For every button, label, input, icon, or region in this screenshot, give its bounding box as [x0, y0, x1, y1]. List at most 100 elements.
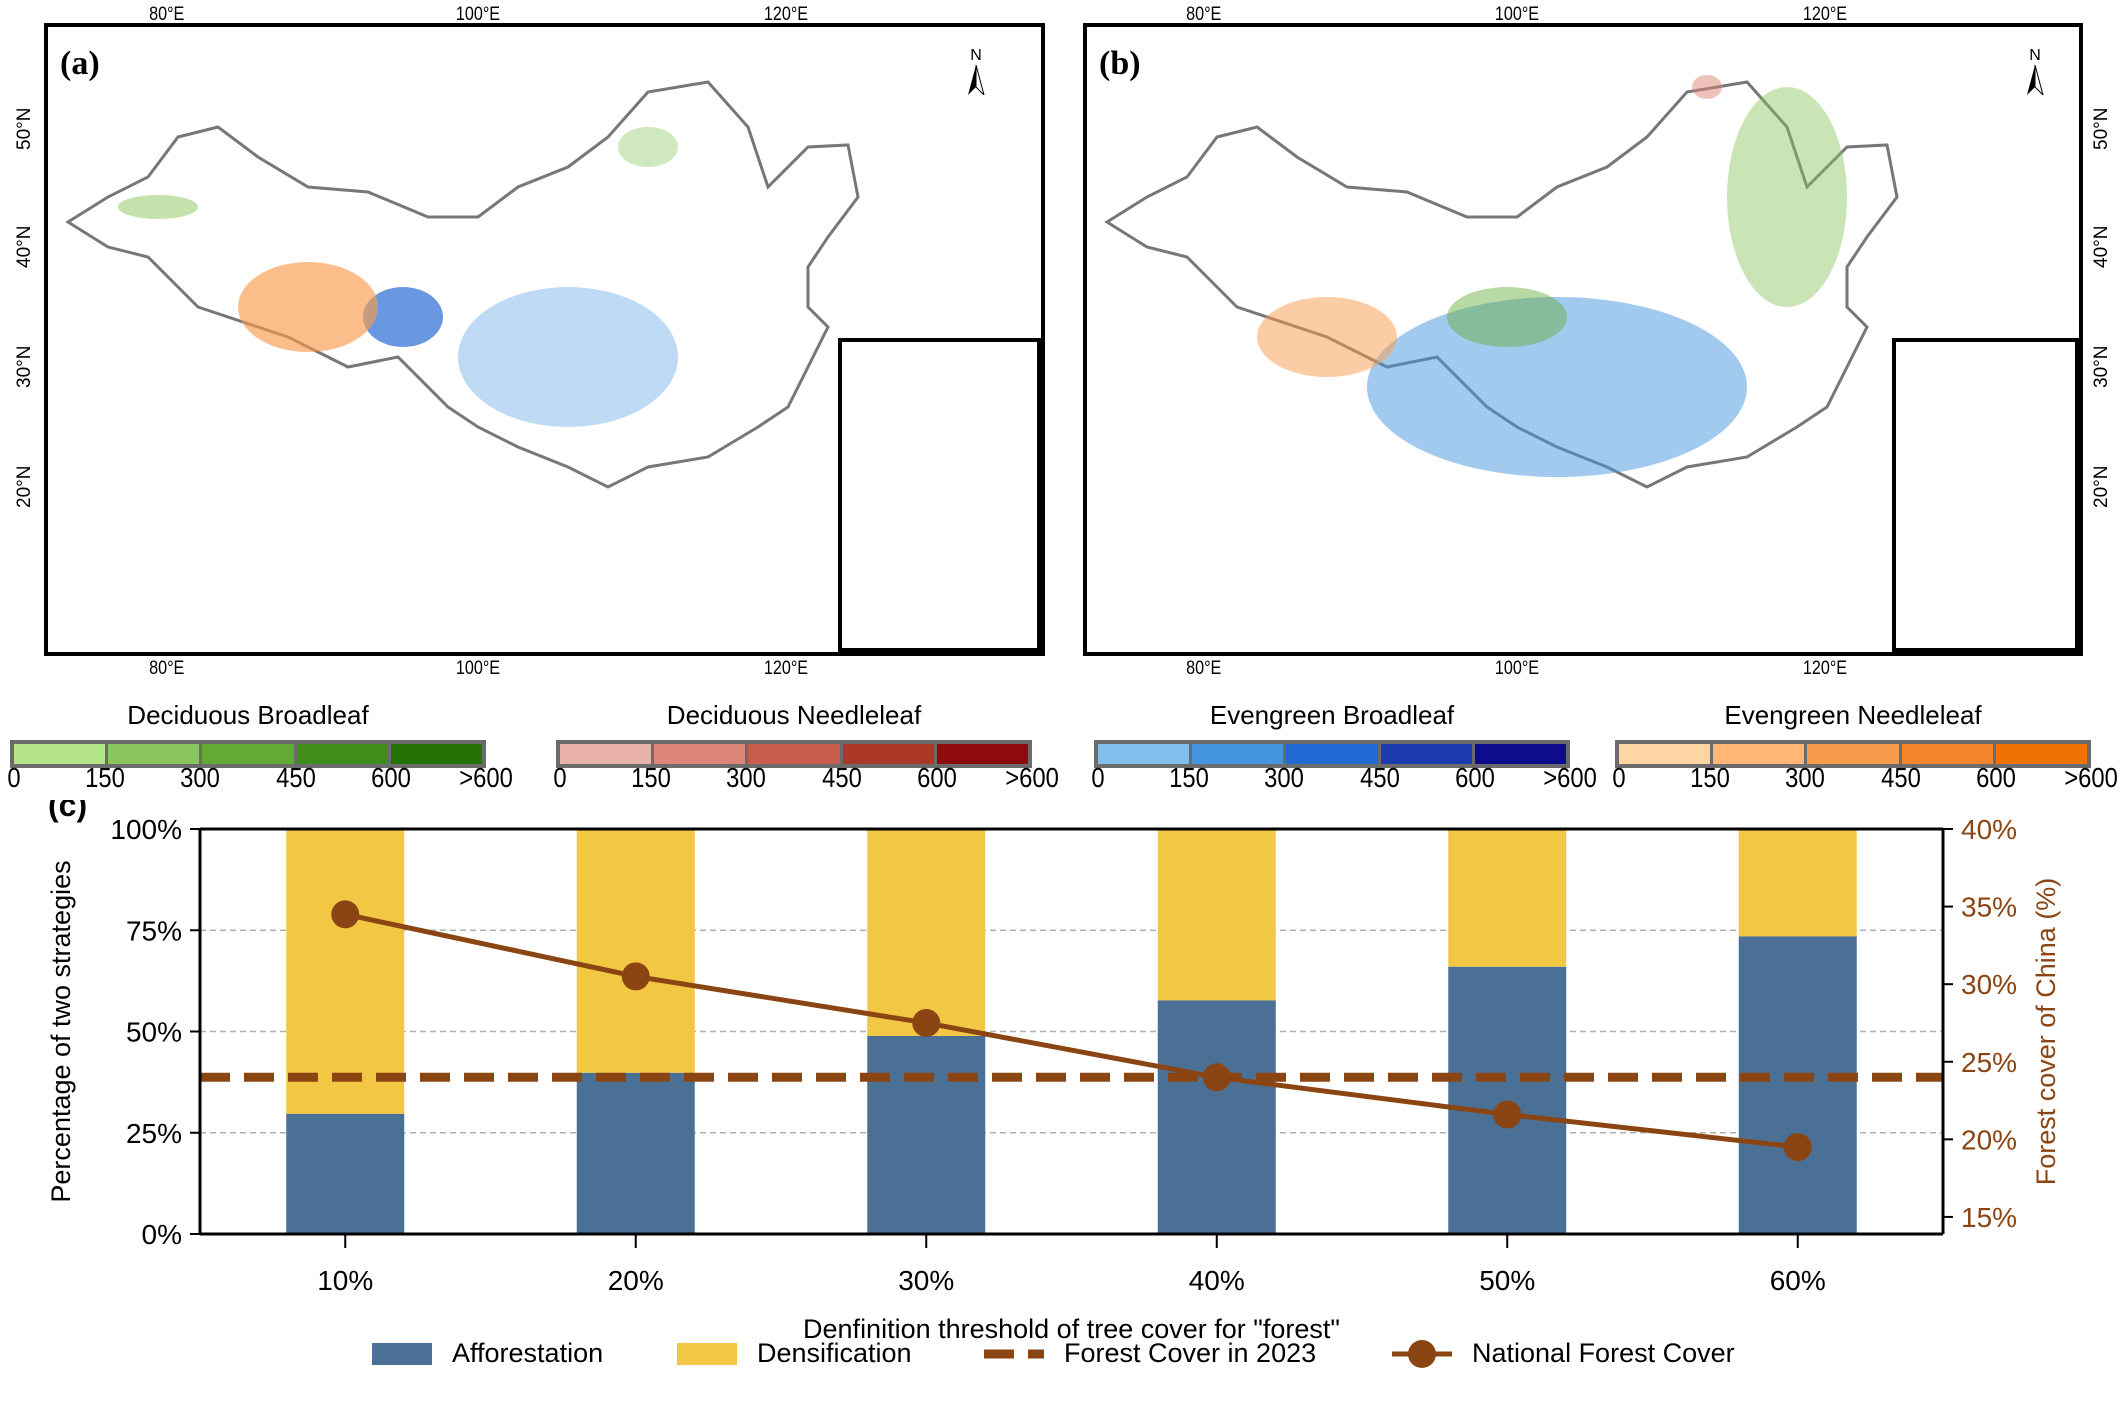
lat-tick: 30°N — [14, 345, 35, 388]
legend-tick-label: 0 — [1612, 762, 1626, 793]
south-china-sea-inset — [838, 338, 1041, 652]
color-swatch — [1098, 744, 1190, 764]
evergreen-broadleaf-patch — [363, 287, 443, 347]
x-axis-label: Denfinition threshold of tree cover for … — [803, 1314, 1340, 1344]
color-swatch — [108, 744, 200, 764]
bar-afforestation — [576, 1072, 695, 1234]
y-axis-label-right: Forest cover of China (%) — [2031, 878, 2061, 1186]
legend-title: Deciduous Broadleaf — [127, 700, 369, 730]
color-ramp — [1094, 740, 1570, 768]
national-forest-cover-point — [1783, 1133, 1812, 1162]
legend-label: Densification — [757, 1338, 912, 1368]
color-ramp — [10, 740, 486, 768]
y-right-tick-label: 30% — [1961, 969, 2017, 1000]
legend-title: Evengreen Broadleaf — [1209, 700, 1455, 730]
y-right-tick-label: 20% — [1961, 1124, 2017, 1155]
map-legend: Deciduous Needleleaf 0 150 300 450 600 >600 — [553, 690, 1072, 800]
bar-line-chart: 0% 25% 50% 75% 100% 15% 20% 25% 30% 35% 40% 10% 20% 3… — [46, 800, 2061, 1368]
bar-densification — [286, 829, 405, 1114]
panel-label-a: (a) — [60, 45, 100, 82]
lat-tick: 50°N — [14, 107, 35, 150]
legend-tick-label: 300 — [726, 762, 767, 793]
china-map — [1104, 75, 1899, 489]
x-tick-label: 10% — [317, 1265, 373, 1296]
map-legend: Deciduous Broadleaf 0 150 300 450 600 >600 — [7, 690, 526, 800]
color-swatch — [560, 744, 652, 764]
y-tick-label: 0% — [142, 1219, 182, 1250]
legend-label: Afforestation — [452, 1338, 603, 1368]
lon-tick-bottom: 120°E — [763, 658, 809, 679]
deciduous-needleleaf-patch — [1692, 75, 1722, 99]
legend-title: Deciduous Needleleaf — [666, 700, 922, 730]
lon-tick-top: 80°E — [149, 4, 185, 25]
color-swatch — [1713, 744, 1805, 764]
deciduous-broadleaf-patch — [118, 195, 198, 219]
legend-tick-label: >600 — [1005, 762, 1059, 793]
y-right-tick-label: 40% — [1961, 814, 2017, 845]
lat-tick: 20°N — [2091, 465, 2112, 508]
legend-label: Forest Cover in 2023 — [1064, 1338, 1316, 1368]
x-tick-label: 60% — [1770, 1265, 1826, 1296]
color-swatch — [1192, 744, 1284, 764]
legend-tick-label: 600 — [370, 762, 411, 793]
legend-tick-label: >600 — [2064, 762, 2118, 793]
lat-tick: 50°N — [2091, 107, 2112, 150]
lon-tick-top: 120°E — [763, 4, 809, 25]
color-swatch — [390, 744, 483, 764]
color-ramp — [1615, 740, 2091, 768]
map-panel-a: N (a) 80°E 100°E 120°E 80°E 100°E 120°E … — [0, 0, 1063, 680]
lon-tick-bottom: 80°E — [1186, 658, 1222, 679]
national-forest-cover-point — [912, 1008, 941, 1037]
lon-tick-bottom: 80°E — [149, 658, 185, 679]
legend-title: Evengreen Needleleaf — [1724, 700, 1982, 730]
y-tick-label: 25% — [126, 1118, 182, 1149]
north-arrow-icon: N — [2025, 47, 2045, 100]
bar-densification — [867, 829, 986, 1036]
lon-tick-bottom: 100°E — [1494, 658, 1540, 679]
legend-tick-label: 450 — [1880, 762, 1921, 793]
legend-tick-label: 600 — [916, 762, 957, 793]
panel-label-c: (c) — [48, 800, 87, 823]
legend-tick-label: 600 — [1454, 762, 1495, 793]
north-label: N — [970, 47, 982, 64]
x-tick-label: 30% — [898, 1265, 954, 1296]
legend-tick-label: 150 — [1169, 762, 1210, 793]
legend-tick-label: 300 — [180, 762, 221, 793]
lat-tick: 20°N — [14, 465, 35, 508]
color-swatch — [1807, 744, 1899, 764]
x-tick-label: 50% — [1479, 1265, 1535, 1296]
legend-tick-label: 600 — [1975, 762, 2016, 793]
y-axis-label: Percentage of two strategies — [46, 860, 76, 1202]
evergreen-broadleaf-patch — [458, 287, 678, 427]
y-right-tick-label: 35% — [1961, 892, 2017, 923]
color-swatch — [748, 744, 840, 764]
y-tick-label: 75% — [126, 915, 182, 946]
x-tick-label: 20% — [608, 1265, 664, 1296]
lon-tick-top: 120°E — [1802, 4, 1848, 25]
legend-tick-label: 0 — [553, 762, 567, 793]
map-frame: N (b) — [1083, 23, 2083, 656]
y-right-tick-label: 25% — [1961, 1047, 2017, 1078]
color-swatch — [1286, 744, 1378, 764]
legend-tick-label: 150 — [1690, 762, 1731, 793]
legend-swatch-afforestation — [372, 1343, 432, 1365]
bar-afforestation — [1157, 1000, 1276, 1234]
legend-tick-label: 150 — [85, 762, 126, 793]
bar-densification — [576, 829, 695, 1073]
lon-tick-top: 100°E — [455, 4, 501, 25]
color-swatch — [1901, 744, 1993, 764]
color-swatch — [842, 744, 934, 764]
color-swatch — [1619, 744, 1711, 764]
lat-tick: 40°N — [14, 225, 35, 268]
china-map — [65, 80, 860, 489]
bar-densification — [1448, 829, 1567, 967]
legend-tick-label: 450 — [275, 762, 316, 793]
color-swatch — [1474, 744, 1567, 764]
color-swatch — [202, 744, 294, 764]
lon-tick-bottom: 100°E — [455, 658, 501, 679]
bar-afforestation — [867, 1035, 986, 1234]
color-swatch — [1995, 744, 2088, 764]
map-legend: Evengreen Broadleaf 0 150 300 450 600 >600 — [1091, 690, 1610, 800]
map-frame: N (a) — [44, 23, 1045, 656]
map-panel-b: N (b) 80°E 100°E 120°E 80°E 100°E 120°E … — [1063, 0, 2126, 680]
